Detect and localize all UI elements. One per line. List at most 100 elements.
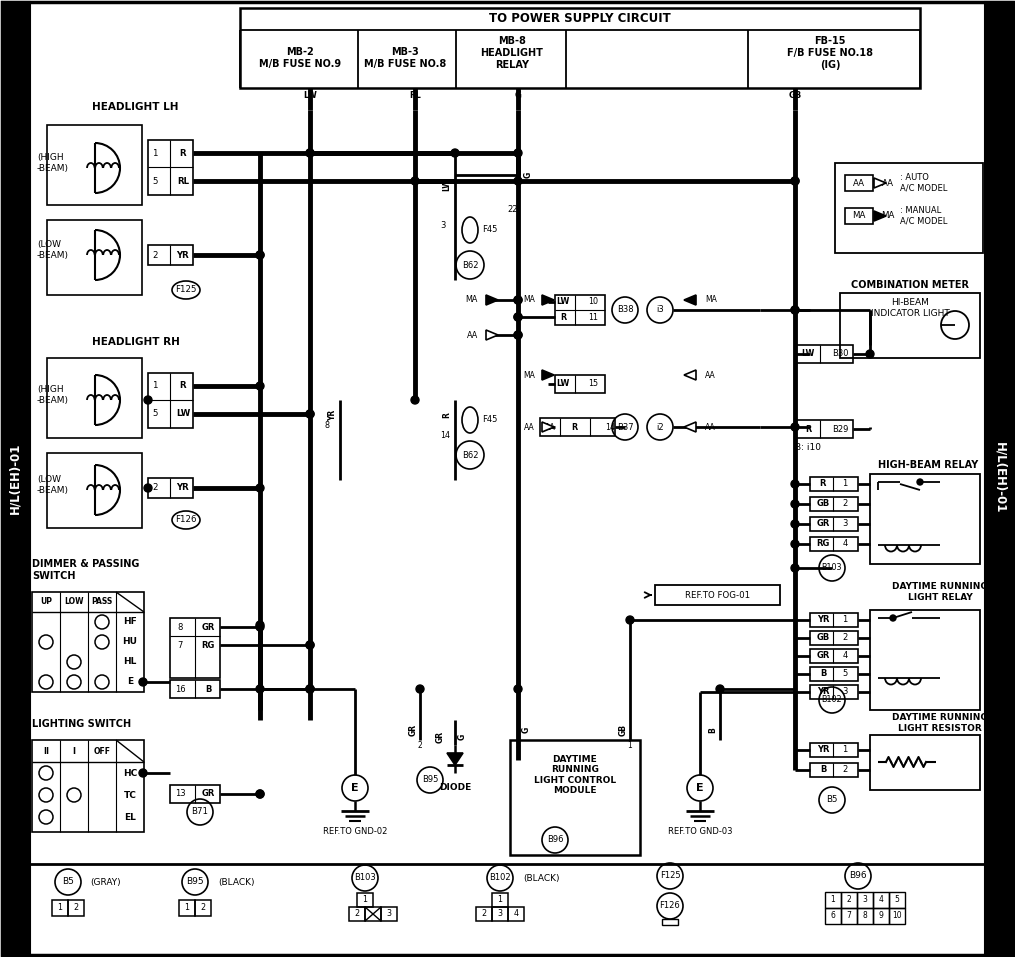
Text: B: i10: B: i10 (795, 443, 821, 453)
Text: 8: 8 (863, 911, 868, 921)
Text: 1: 1 (842, 746, 848, 754)
Text: B: B (820, 670, 826, 679)
Text: 22: 22 (508, 206, 519, 214)
Text: F45: F45 (482, 226, 497, 234)
Text: : MANUAL
A/C MODEL: : MANUAL A/C MODEL (900, 207, 947, 226)
Text: AA: AA (545, 422, 555, 432)
Circle shape (514, 331, 522, 339)
Circle shape (514, 296, 522, 304)
Bar (845, 208, 873, 224)
Bar (810, 649, 858, 663)
Bar (32, 592, 144, 692)
Bar (810, 743, 858, 757)
Text: 16: 16 (175, 684, 186, 694)
Bar (381, 907, 397, 921)
Text: LW: LW (176, 410, 190, 418)
Text: 5: 5 (152, 410, 157, 418)
Text: RL: RL (409, 92, 421, 100)
Bar (810, 537, 858, 551)
Bar (540, 418, 615, 436)
Text: F126: F126 (660, 901, 680, 910)
Text: AA: AA (853, 179, 865, 188)
Bar (195, 900, 211, 916)
Circle shape (144, 484, 152, 492)
Bar (810, 477, 858, 491)
Text: B29: B29 (832, 425, 849, 434)
Bar (32, 740, 144, 832)
Circle shape (791, 500, 799, 508)
Bar (2, 2, 30, 955)
Text: YR: YR (177, 483, 190, 493)
Text: (LOW
-BEAM): (LOW -BEAM) (37, 476, 69, 495)
Circle shape (306, 685, 314, 693)
Bar (365, 907, 381, 921)
Text: 4: 4 (842, 540, 848, 548)
Bar (240, 8, 920, 88)
Polygon shape (874, 178, 886, 188)
Text: R: R (180, 148, 187, 158)
Text: B95: B95 (186, 878, 204, 886)
Text: LW: LW (556, 380, 569, 389)
Text: B5: B5 (826, 795, 837, 805)
Text: HIGH-BEAM RELAY: HIGH-BEAM RELAY (878, 460, 978, 470)
Circle shape (306, 685, 314, 693)
Text: 4: 4 (842, 652, 848, 660)
Text: II: II (43, 746, 49, 755)
Text: G: G (522, 727, 531, 733)
Text: R: R (805, 425, 811, 434)
Text: G: G (458, 734, 467, 740)
Circle shape (514, 177, 522, 185)
Text: 10: 10 (588, 298, 598, 306)
Text: 2: 2 (152, 251, 157, 259)
Text: DIMMER & PASSING
SWITCH: DIMMER & PASSING SWITCH (32, 559, 139, 581)
Circle shape (716, 685, 724, 693)
Bar (179, 900, 195, 916)
Text: 8: 8 (325, 420, 330, 430)
Polygon shape (684, 422, 696, 432)
Text: 3: 3 (842, 520, 848, 528)
Text: GR: GR (435, 731, 445, 743)
Bar (555, 295, 605, 325)
Text: 2: 2 (842, 766, 848, 774)
Text: B: B (205, 684, 211, 694)
Text: H/L(EH)-01: H/L(EH)-01 (994, 442, 1007, 514)
Text: 1: 1 (58, 903, 63, 913)
Text: REF.TO GND-03: REF.TO GND-03 (668, 828, 732, 836)
Text: E: E (696, 783, 703, 793)
Text: AA: AA (705, 370, 716, 380)
Circle shape (256, 251, 264, 259)
Text: (GRAY): (GRAY) (90, 878, 121, 886)
Text: DAYTIME
RUNNING
LIGHT CONTROL
MODULE: DAYTIME RUNNING LIGHT CONTROL MODULE (534, 755, 616, 795)
Polygon shape (542, 422, 554, 432)
Text: i2: i2 (656, 422, 664, 432)
Text: 2: 2 (481, 909, 486, 919)
Text: 5: 5 (894, 896, 899, 904)
Text: AA: AA (467, 330, 478, 340)
Text: F126: F126 (176, 516, 197, 524)
Circle shape (890, 615, 896, 621)
Bar (841, 892, 857, 908)
Text: B: B (708, 727, 718, 733)
Polygon shape (542, 295, 554, 305)
Text: (BLACK): (BLACK) (218, 878, 255, 886)
Text: B62: B62 (462, 451, 478, 459)
Circle shape (514, 296, 522, 304)
Text: GB: GB (789, 92, 802, 100)
Text: MB-8
HEADLIGHT
RELAY: MB-8 HEADLIGHT RELAY (480, 36, 543, 70)
Text: HI-BEAM
INDICATOR LIGHT: HI-BEAM INDICATOR LIGHT (871, 299, 949, 318)
Text: 5: 5 (152, 176, 157, 186)
Text: (LOW
-BEAM): (LOW -BEAM) (37, 240, 69, 259)
Text: 6: 6 (830, 911, 835, 921)
Text: 1: 1 (842, 479, 848, 488)
Circle shape (256, 790, 264, 798)
Text: 3: 3 (441, 220, 446, 230)
Bar (68, 900, 84, 916)
Circle shape (256, 621, 264, 629)
Text: G: G (524, 172, 533, 178)
Text: RG: RG (201, 640, 215, 650)
Circle shape (514, 313, 522, 321)
Text: 2: 2 (847, 896, 852, 904)
Text: G: G (515, 92, 522, 100)
Bar (492, 893, 508, 907)
Circle shape (144, 396, 152, 404)
